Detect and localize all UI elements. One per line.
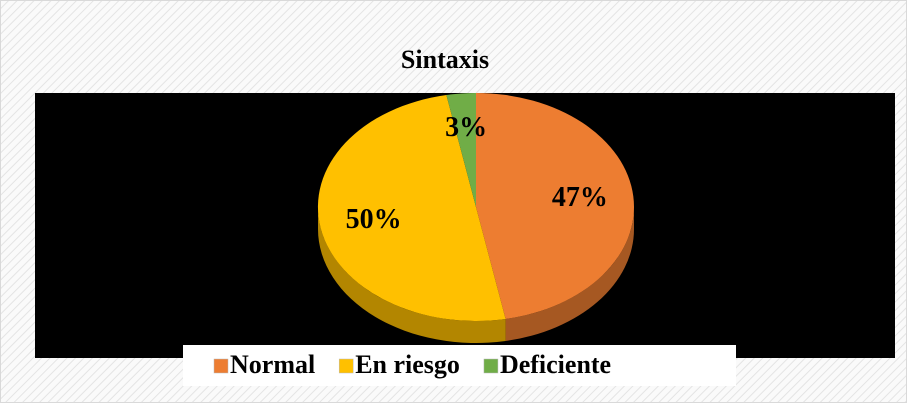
chart-title: Sintaxis [401,45,489,74]
pie-slice-side [505,207,634,341]
pie-slice [317,95,506,322]
pie-slice [476,93,634,319]
legend-swatch [338,358,354,374]
legend-box [183,345,736,386]
legend-label: Deficiente [500,350,611,379]
data-label: 50% [346,204,402,235]
pie-slice-side [318,207,506,344]
legend-swatch [213,358,229,374]
legend-label: Normal [230,350,315,379]
data-label: 47% [552,182,608,213]
legend-swatch [483,358,499,374]
pie-slice [446,93,476,207]
legend-label: En riesgo [355,350,460,379]
data-label: 3% [445,112,487,143]
